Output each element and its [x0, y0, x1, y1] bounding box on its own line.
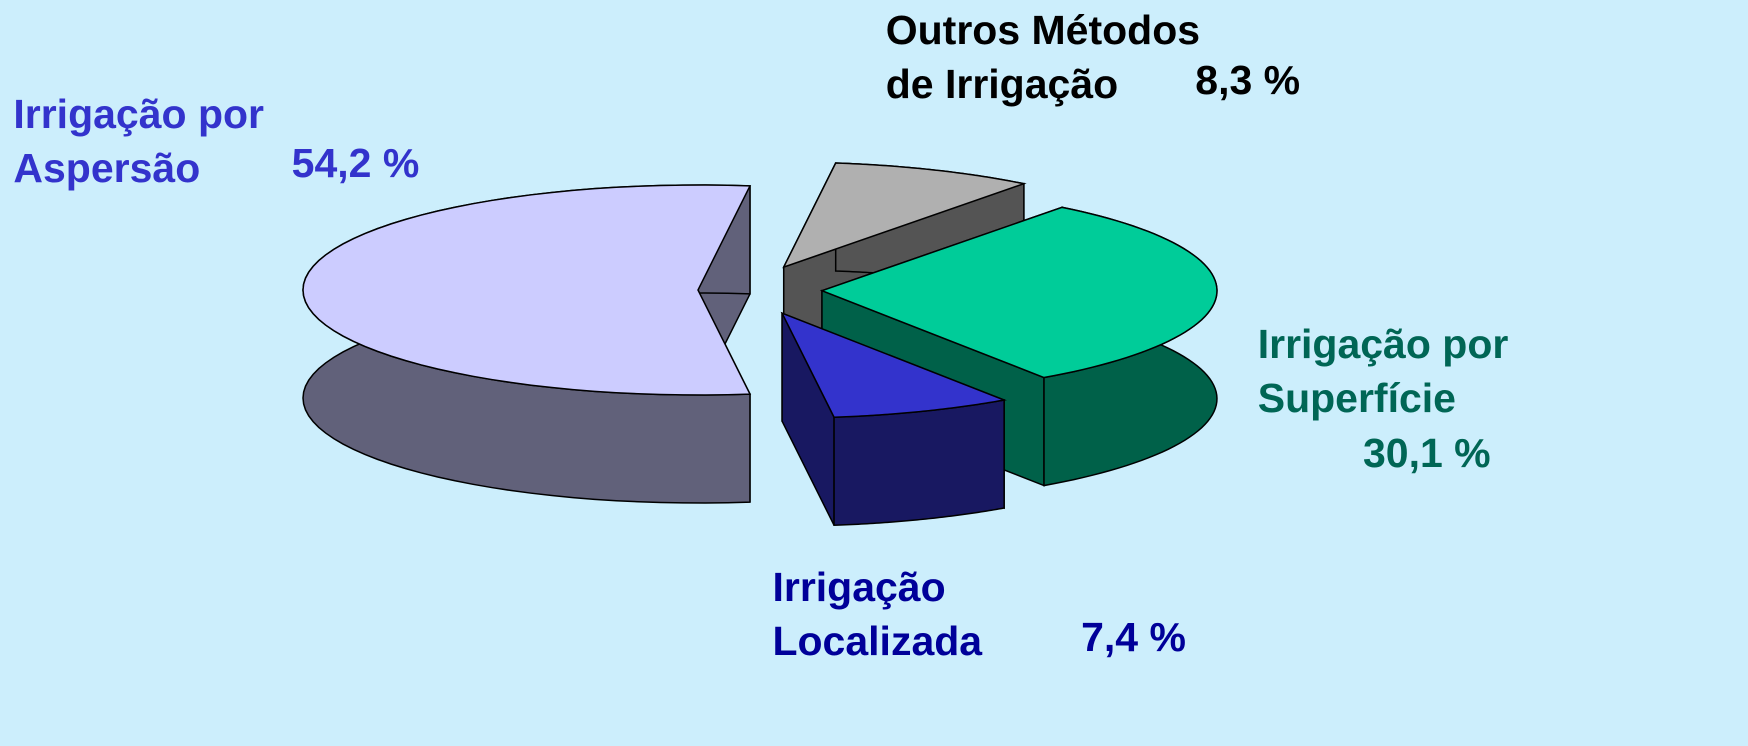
- slice: [819, 206, 1218, 379]
- slice-label: Irrigação por Aspersão: [13, 90, 264, 191]
- slice-value-label: 7,4 %: [1081, 614, 1186, 661]
- slice-value-label: 54,2 %: [291, 140, 420, 187]
- slice: [780, 311, 1007, 419]
- slice: [782, 162, 1027, 269]
- slice-label: Outros Métodos de Irrigação: [885, 6, 1201, 107]
- slice-value-label: 8,3 %: [1195, 56, 1301, 103]
- slice-value-label: 30,1 %: [1362, 430, 1491, 477]
- slice-wall: [833, 399, 1005, 527]
- slice: [302, 184, 752, 396]
- slice-label: Irrigação Localizada: [772, 564, 983, 665]
- slice-label: Irrigação por Superfície: [1257, 320, 1509, 421]
